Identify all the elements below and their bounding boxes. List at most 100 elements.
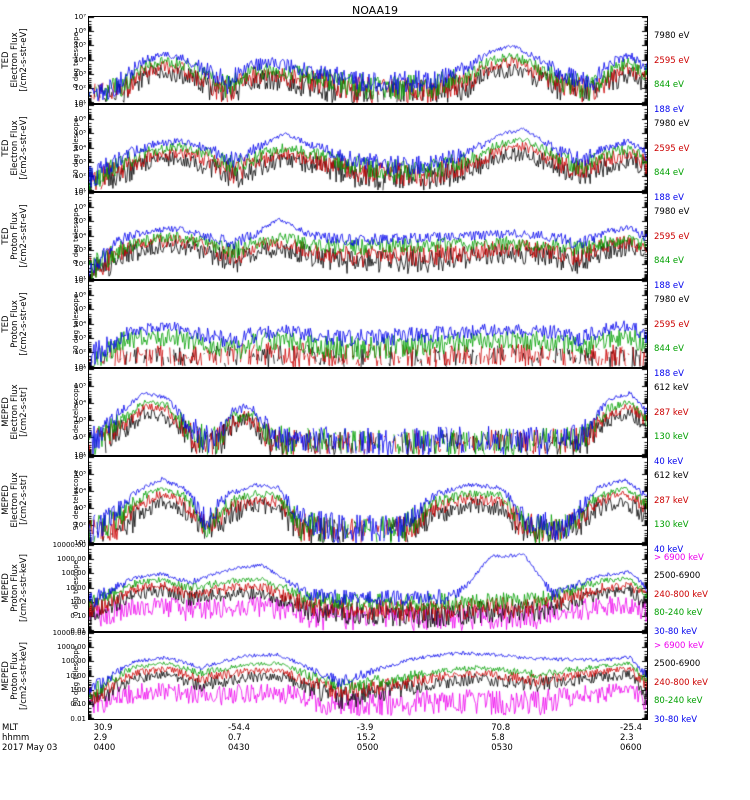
legend-entry: 2595 eV [654,143,690,154]
plot-canvas-ted-electron-flux-0deg [89,17,647,103]
legend-entry: 130 keV [654,432,689,443]
y-tick-label: 10³ [74,333,86,342]
legend-entry: 130 keV [654,520,689,531]
y-tick-label: 10⁴ [74,486,86,495]
x-tick-label: 0530 [491,743,513,753]
y-axis-label-line: [/cm2-s-str-eV] [19,292,29,356]
chart-panel-ted-electron-flux-0deg [88,16,648,104]
plot-canvas-meped-proton-flux-90deg [89,633,647,719]
y-tick-label: 0.10 [70,700,86,709]
y-tick-label: 1.00 [70,685,86,694]
legend-entry: 188 eV [654,281,684,291]
telescope-annotation: 30 deg telescope [72,117,80,179]
plot-canvas-meped-electron-flux-0deg [89,369,647,455]
legend-entry: 844 eV [654,256,684,267]
legend-entry: > 6900 keV [654,552,704,563]
y-tick-label: 10² [74,84,86,93]
y-tick-label: 10⁵ [74,217,86,226]
y-tick-label: 10⁶ [74,364,86,373]
y-tick-label: 10⁴ [74,143,86,152]
y-tick-label: 1000.00 [57,642,86,651]
y-tick-label: 10² [74,260,86,269]
x-axis-row-label: MLT [2,723,19,733]
y-tick-label: 10⁶ [74,202,86,211]
legend-entry: 844 eV [654,344,684,355]
plot-canvas-meped-electron-flux-90deg [89,457,647,543]
legend-entry: 2595 eV [654,55,690,66]
y-tick-label: 10³ [74,245,86,254]
y-axis-label-ted-electron-flux-0deg: TED Electron Flux [/cm2-s-str-eV] [1,16,29,104]
y-tick-label: 10³ [74,157,86,166]
telescope-annotation: 30 deg telescope [72,293,80,355]
y-tick-label: 10⁵ [74,129,86,138]
x-tick-label: 2.9 [93,733,108,743]
y-tick-label: 10⁷ [74,276,86,285]
legend-entry: 40 keV [654,545,684,555]
telescope-annotation: 0 deg telescope [72,560,80,616]
y-tick-label: 10⁵ [74,305,86,314]
legend-entry: 30-80 keV [654,626,698,637]
legend-entry: 287 keV [654,407,689,418]
legend-entry: 40 keV [654,457,684,467]
y-tick-label: 10⁵ [74,41,86,50]
y-tick-label: 1.00 [70,597,86,606]
y-tick-label: 10.00 [65,583,86,592]
x-axis-row-label: 2017 May 03 [2,743,58,753]
chart-panel-ted-proton-flux-0deg [88,192,648,280]
y-axis-label-ted-proton-flux-0deg: TED Proton Flux [/cm2-s-str-eV] [1,192,29,280]
y-tick-label: 0.01 [70,714,86,723]
legend-entry: 240-800 keV [654,589,708,600]
y-tick-label: 10⁶ [74,114,86,123]
telescope-annotation: 0 deg telescope [72,208,80,264]
y-axis-label-line: [/cm2-s-str-eV] [19,116,29,180]
telescope-annotation: 90 deg telescope [72,469,80,531]
y-tick-label: 10⁷ [74,188,86,197]
y-tick-label: 10⁴ [74,231,86,240]
legend-entry: 7980 eV [654,207,690,217]
telescope-annotation: 0 deg telescope [72,32,80,88]
telescope-annotation: 0 deg telescope [72,384,80,440]
y-tick-label: 10⁴ [74,398,86,407]
x-tick-label: 0400 [93,743,116,753]
y-axis-label-meped-proton-flux-90deg: MEPED Proton Flux [/cm2-s-str-keV] [1,632,29,720]
legend-entry: 30-80 keV [654,714,698,725]
legend-entry: 188 eV [654,105,684,115]
y-tick-label: 10⁵ [74,469,86,478]
y-tick-label: 10⁶ [74,290,86,299]
legend-entry: > 6900 keV [654,640,704,651]
y-axis-label-line: [/cm2-s-str-keV] [19,554,29,622]
legend-entry: 2595 eV [654,319,690,330]
y-tick-label: 10³ [74,69,86,78]
x-tick-label: 5.8 [491,733,505,743]
y-tick-label: 10⁶ [74,452,86,461]
plot-canvas-ted-electron-flux-30deg [89,105,647,191]
y-tick-label: 10¹ [74,274,86,283]
y-tick-label: 10⁴ [74,55,86,64]
y-axis-label-ted-proton-flux-30deg: TED Proton Flux [/cm2-s-str-eV] [1,280,29,368]
plot-canvas-ted-proton-flux-30deg [89,281,647,367]
x-tick-label: -25.4 [620,723,642,733]
y-tick-label: 10¹ [74,362,86,371]
x-tick-label: -3.9 [356,723,374,733]
legend-entry: 240-800 keV [654,677,708,688]
chart-panel-meped-electron-flux-90deg [88,456,648,544]
chart-panel-meped-proton-flux-90deg [88,632,648,720]
x-axis-row-label: hhmm [2,733,30,743]
legend-entry: 2500-6900 [654,571,701,581]
chart-panel-ted-electron-flux-30deg [88,104,648,192]
y-tick-label: 1000.00 [57,554,86,563]
legend-entry: 844 eV [654,168,684,179]
x-tick-label: 0430 [228,743,250,753]
legend-entry: 80-240 keV [654,608,703,618]
y-tick-label: 10⁷ [74,100,86,109]
y-tick-label: 10² [74,172,86,181]
y-tick-label: 10¹ [74,538,86,547]
y-tick-label: 10⁴ [74,319,86,328]
y-tick-label: 10⁵ [74,381,86,390]
x-tick-label: 0600 [620,743,642,753]
y-tick-label: 10000.00 [52,540,86,549]
y-tick-label: 10⁶ [74,26,86,35]
chart-panel-meped-electron-flux-0deg [88,368,648,456]
y-axis-label-meped-proton-flux-0deg: MEPED Proton Flux [/cm2-s-str-keV] [1,544,29,632]
y-axis-label-line: [/cm2-s-str-keV] [19,642,29,710]
